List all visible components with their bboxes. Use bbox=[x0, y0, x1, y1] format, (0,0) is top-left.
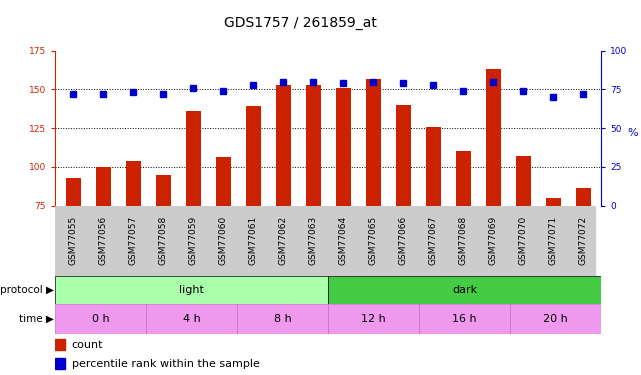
Bar bbox=[126, 160, 140, 206]
Text: 8 h: 8 h bbox=[274, 314, 292, 324]
Bar bbox=[246, 106, 261, 206]
Text: GSM77072: GSM77072 bbox=[579, 216, 588, 265]
Bar bbox=[55, 358, 65, 369]
Text: time ▶: time ▶ bbox=[19, 314, 54, 324]
Text: GSM77062: GSM77062 bbox=[279, 216, 288, 265]
Bar bbox=[306, 85, 320, 206]
Text: GSM77060: GSM77060 bbox=[219, 216, 228, 265]
Text: GSM77055: GSM77055 bbox=[69, 216, 78, 265]
Text: GSM77066: GSM77066 bbox=[399, 216, 408, 265]
Bar bbox=[366, 78, 381, 206]
Text: 16 h: 16 h bbox=[453, 314, 477, 324]
Text: count: count bbox=[72, 340, 103, 350]
Bar bbox=[516, 156, 531, 206]
Bar bbox=[395, 105, 411, 206]
Text: protocol ▶: protocol ▶ bbox=[0, 285, 54, 295]
Text: GDS1757 / 261859_at: GDS1757 / 261859_at bbox=[224, 16, 378, 30]
Text: GSM77059: GSM77059 bbox=[188, 216, 197, 265]
Bar bbox=[336, 88, 351, 206]
Text: 0 h: 0 h bbox=[92, 314, 110, 324]
Text: GSM77070: GSM77070 bbox=[519, 216, 528, 265]
Text: GSM77056: GSM77056 bbox=[99, 216, 108, 265]
Bar bbox=[156, 174, 171, 206]
Text: 20 h: 20 h bbox=[544, 314, 568, 324]
Bar bbox=[576, 189, 591, 206]
Bar bbox=[328, 304, 419, 334]
Text: GSM77071: GSM77071 bbox=[549, 216, 558, 265]
Bar bbox=[545, 198, 561, 206]
Bar bbox=[55, 276, 328, 304]
Bar bbox=[419, 304, 510, 334]
Bar bbox=[456, 151, 470, 206]
Bar bbox=[276, 85, 290, 206]
Text: 4 h: 4 h bbox=[183, 314, 201, 324]
Bar bbox=[237, 304, 328, 334]
Text: 12 h: 12 h bbox=[362, 314, 386, 324]
Text: GSM77065: GSM77065 bbox=[369, 216, 378, 265]
Text: dark: dark bbox=[452, 285, 478, 295]
Bar bbox=[146, 304, 237, 334]
Bar bbox=[215, 158, 231, 206]
Text: light: light bbox=[179, 285, 204, 295]
Text: percentile rank within the sample: percentile rank within the sample bbox=[72, 358, 260, 369]
Text: GSM77068: GSM77068 bbox=[459, 216, 468, 265]
Text: GSM77061: GSM77061 bbox=[249, 216, 258, 265]
Bar bbox=[426, 126, 441, 206]
Text: GSM77057: GSM77057 bbox=[129, 216, 138, 265]
Bar bbox=[55, 304, 146, 334]
Bar bbox=[510, 304, 601, 334]
Bar bbox=[186, 111, 201, 206]
Text: GSM77067: GSM77067 bbox=[429, 216, 438, 265]
Bar bbox=[65, 178, 81, 206]
Text: GSM77058: GSM77058 bbox=[159, 216, 168, 265]
Text: GSM77064: GSM77064 bbox=[338, 216, 347, 265]
Bar bbox=[55, 339, 65, 350]
Text: GSM77069: GSM77069 bbox=[488, 216, 497, 265]
Bar bbox=[486, 69, 501, 206]
Y-axis label: %: % bbox=[628, 128, 638, 138]
Bar bbox=[96, 167, 111, 206]
Bar bbox=[328, 276, 601, 304]
Text: GSM77063: GSM77063 bbox=[309, 216, 318, 265]
